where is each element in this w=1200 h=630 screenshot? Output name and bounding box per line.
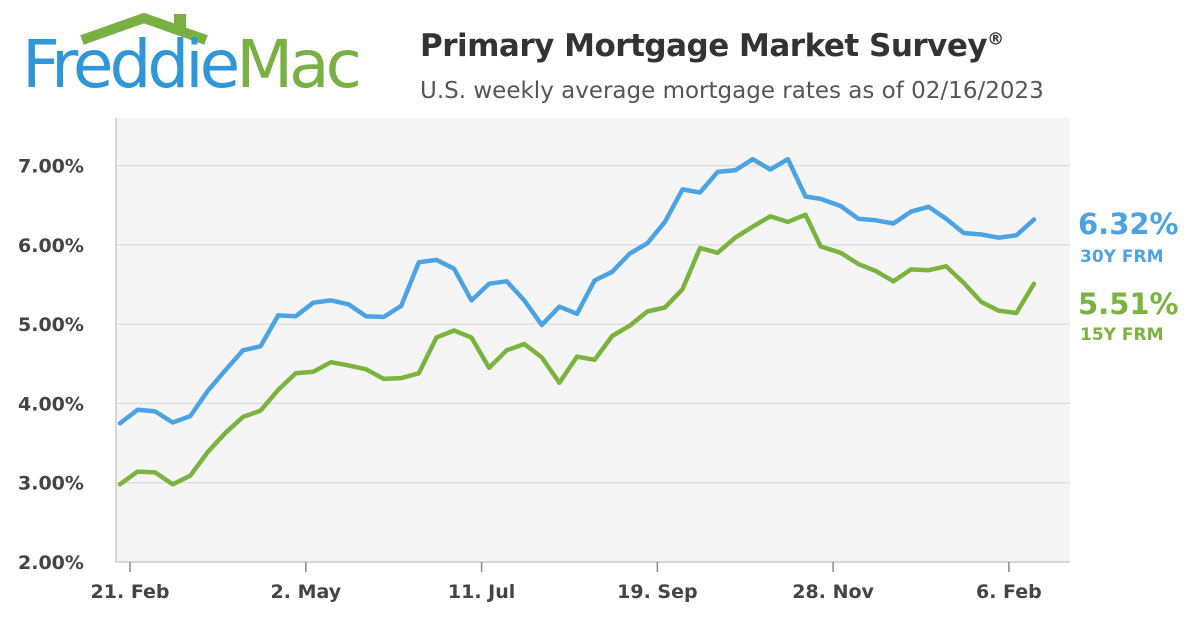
logo-wordmark: FreddieMac [22, 32, 362, 98]
chart-subtitle: U.S. weekly average mortgage rates as of… [420, 78, 1044, 104]
series-line-30y [117, 156, 1037, 426]
registered-mark: ® [987, 29, 1004, 50]
x-tick-label: 21. Feb [91, 581, 170, 603]
chart-title-text: Primary Mortgage Market Survey [420, 28, 988, 64]
y-tick-label: 3.00% [18, 473, 84, 495]
x-tick-label: 28. Nov [792, 581, 874, 603]
end-labels: 6.32% 30Y FRM 5.51% 15Y FRM [1078, 207, 1179, 345]
plot-area [116, 118, 1070, 562]
grid-lines [115, 118, 1070, 563]
house-roof-icon [80, 12, 208, 45]
y-tick-label: 7.00% [18, 156, 84, 178]
series-name-label: 30Y FRM [1080, 247, 1164, 267]
series-name-label: 15Y FRM [1080, 325, 1164, 345]
x-tick-label: 11. Jul [448, 581, 515, 603]
series-last-value: 5.51% [1078, 287, 1179, 321]
x-axis: 21. Feb 2. May 11. Jul 19. Sep 28. Nov 6. Feb [91, 562, 1042, 603]
y-tick-label: 4.00% [18, 393, 84, 415]
logo-mac: Mac [236, 26, 362, 103]
y-tick-label: 6.00% [18, 235, 84, 257]
freddie-mac-logo: FreddieMac [22, 12, 382, 108]
x-tick-label: 2. May [271, 581, 342, 603]
series-group [117, 156, 1037, 487]
y-axis: 2.00% 3.00% 4.00% 5.00% 6.00% 7.00% [18, 156, 84, 574]
chart-title: Primary Mortgage Market Survey® [420, 28, 1004, 64]
y-tick-label: 5.00% [18, 314, 84, 336]
series-last-value: 6.32% [1078, 207, 1179, 241]
x-tick-label: 6. Feb [976, 581, 1042, 603]
x-tick-label: 19. Sep [617, 581, 697, 603]
logo-freddie: Freddie [22, 26, 240, 103]
series-line-15y [117, 212, 1037, 487]
y-tick-label: 2.00% [18, 552, 84, 574]
